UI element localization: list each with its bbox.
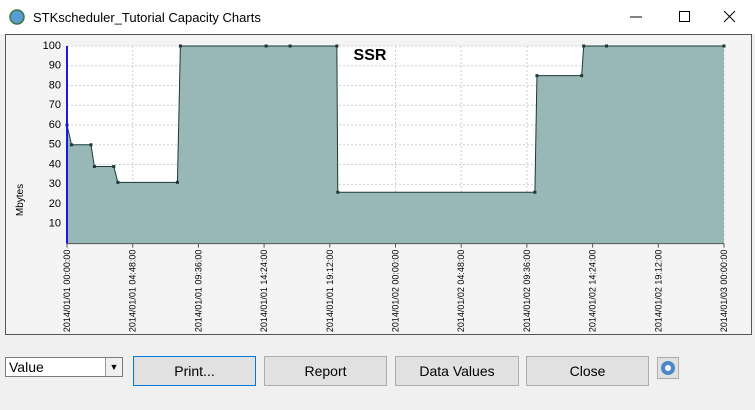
point — [264, 44, 268, 48]
plot: 10 20 30 40 50 60 70 80 90 100 2014/01/01 00:00:00… — [43, 40, 729, 332]
point — [335, 44, 339, 48]
y-tick-label: 20 — [49, 198, 61, 210]
point — [175, 180, 179, 184]
window-title: STKscheduler_Tutorial Capacity Charts — [33, 10, 261, 25]
point — [116, 180, 120, 184]
dropdown-value: Value — [9, 359, 44, 375]
point — [70, 143, 74, 147]
chart-title: SSR — [354, 47, 387, 64]
y-tick-label: 80 — [49, 79, 61, 91]
x-tick-label: 2014/01/02 19:12:00 — [653, 250, 663, 333]
point — [288, 44, 292, 48]
point — [582, 44, 586, 48]
x-tick-label: 2014/01/03 00:00:00 — [719, 250, 729, 333]
app-icon — [9, 9, 25, 25]
y-tick-label: 30 — [49, 178, 61, 190]
point — [605, 44, 609, 48]
close-button[interactable]: Close — [526, 356, 649, 386]
x-tick-label: 2014/01/01 09:36:00 — [193, 250, 203, 333]
point — [92, 165, 96, 169]
y-tick-label: 40 — [49, 158, 61, 170]
x-tick-label: 2014/01/02 00:00:00 — [391, 250, 401, 333]
area — [67, 46, 724, 244]
point — [535, 74, 539, 78]
y-tick-label: 10 — [49, 218, 61, 230]
line — [66, 45, 724, 193]
y-tick-label: 60 — [49, 119, 61, 131]
data-values-button[interactable]: Data Values — [395, 356, 519, 386]
report-button[interactable]: Report — [264, 356, 387, 386]
y-tick-label: 100 — [43, 40, 61, 52]
x-tick-label: 2014/01/02 09:36:00 — [522, 250, 532, 333]
point — [178, 44, 182, 48]
x-tick-label: 2014/01/01 00:00:00 — [62, 250, 72, 333]
help-button[interactable] — [657, 357, 679, 379]
title-bar — [0, 0, 755, 34]
dropdown-arrow: ▼ — [105, 358, 122, 376]
point — [112, 165, 116, 169]
y-tick-label: 90 — [49, 60, 61, 72]
x-tick-label: 2014/01/01 04:48:00 — [128, 250, 138, 333]
point — [722, 44, 726, 48]
point — [533, 190, 537, 194]
x-tick-label: 2014/01/02 04:48:00 — [456, 250, 466, 333]
point — [580, 74, 584, 78]
x-tick-label: 2014/01/02 14:24:00 — [588, 250, 598, 333]
maximize-button[interactable] — [679, 11, 690, 22]
x-tick-label: 2014/01/01 14:24:00 — [259, 250, 269, 333]
close-window-button[interactable] — [723, 10, 736, 23]
point — [336, 190, 340, 194]
x-tick-label: 2014/01/01 19:12:00 — [325, 250, 335, 333]
point — [89, 143, 93, 147]
print-button[interactable]: Print... — [133, 356, 256, 386]
y-axis-label: Mbytes — [15, 184, 26, 216]
dropdown[interactable]: Value ▼ — [5, 357, 123, 377]
y-tick-label: 50 — [49, 139, 61, 151]
y-tick-label: 70 — [49, 99, 61, 111]
